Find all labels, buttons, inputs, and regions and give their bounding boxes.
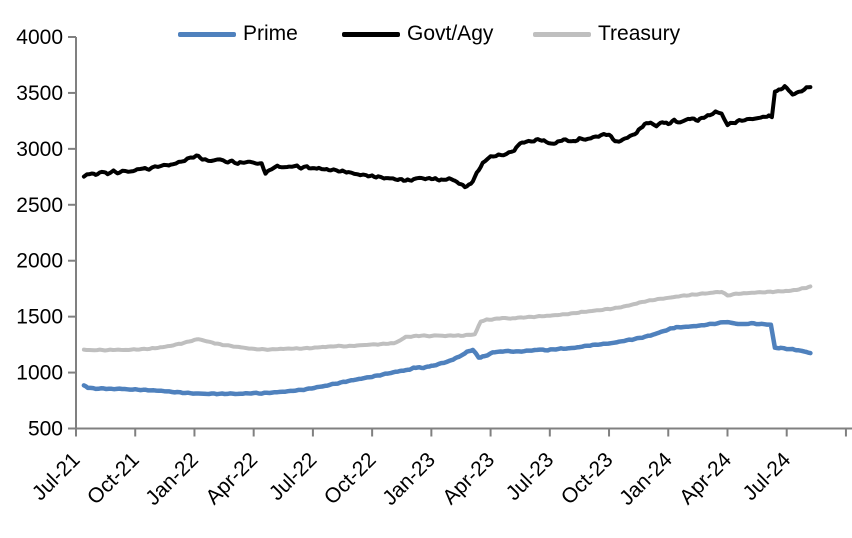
prime-line-swatch	[178, 31, 236, 37]
govt-agy-line-swatch	[342, 31, 400, 37]
y-tick-label: 2500	[16, 194, 63, 217]
y-tick-label: 2000	[16, 250, 63, 273]
legend-item-govt-agy: Govt/Agy	[342, 22, 493, 46]
x-tick-label: Jan-24	[615, 448, 677, 510]
y-tick-label: 1500	[16, 306, 63, 329]
x-tick-label: Jul-21	[28, 448, 85, 505]
x-tick-label: Jul-23	[502, 448, 559, 505]
y-tick-label: 3500	[16, 82, 63, 105]
legend-label-govt-agy: Govt/Agy	[407, 22, 494, 45]
treasury-series-line	[81, 284, 813, 353]
legend-label-treasury: Treasury	[598, 22, 681, 45]
x-tick-label: Jul-22	[265, 448, 322, 505]
x-tick-label: Apr-22	[201, 448, 262, 509]
y-tick-label: 500	[28, 418, 63, 441]
x-tick-label: Apr-24	[675, 448, 736, 509]
x-tick-label: Apr-23	[438, 448, 499, 509]
x-tick-label: Oct-22	[320, 448, 381, 509]
treasury-line-swatch	[533, 31, 591, 37]
govt-agy-series-line	[81, 84, 813, 190]
x-tick-label: Oct-23	[557, 448, 618, 509]
legend-item-treasury: Treasury	[533, 22, 680, 46]
legend-label-prime: Prime	[243, 22, 298, 45]
x-tick-label: Jan-23	[378, 448, 440, 510]
y-tick-label: 1000	[16, 362, 63, 385]
x-tick-label: Jul-24	[739, 448, 796, 505]
x-tick-label: Jan-22	[141, 448, 203, 510]
legend-item-prime: Prime	[178, 22, 298, 46]
y-tick-label: 3000	[16, 138, 63, 161]
prime-series-line	[81, 319, 813, 397]
y-tick-label: 4000	[16, 26, 63, 49]
x-tick-label: Oct-21	[83, 448, 144, 509]
